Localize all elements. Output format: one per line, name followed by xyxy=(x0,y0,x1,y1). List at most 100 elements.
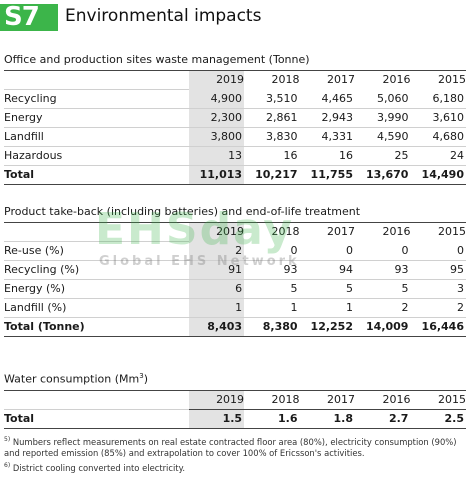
cell: 2 xyxy=(355,298,411,319)
cell: 93 xyxy=(244,260,300,281)
row-label: Energy xyxy=(4,108,189,129)
cell: 2,943 xyxy=(299,108,355,129)
cell: 2 xyxy=(410,298,466,319)
row-label: Recycling (%) xyxy=(4,260,189,281)
total-row: Total 1.5 1.6 1.8 2.7 2.5 xyxy=(4,408,466,429)
row-label: Energy (%) xyxy=(4,279,189,300)
cell: 1.6 xyxy=(244,408,300,429)
table-row: Landfill (%) 1 1 1 2 2 xyxy=(4,298,466,319)
row-label: Re-use (%) xyxy=(4,241,189,262)
takeback-table: 2019 2018 2017 2016 2015 Re-use (%) 2 0 … xyxy=(4,223,466,338)
cell: 4,680 xyxy=(410,127,466,148)
cell: 0 xyxy=(244,241,300,262)
row-label: Total xyxy=(4,165,189,186)
cell: 4,590 xyxy=(355,127,411,148)
year-header: 2016 xyxy=(382,225,411,239)
water-title-sup: 3 xyxy=(139,372,144,380)
footnote: 6) District cooling converted into elect… xyxy=(4,460,466,474)
cell: 5 xyxy=(244,279,300,300)
table-row: Hazardous 13 16 16 25 24 xyxy=(4,146,466,167)
year-header: 2019 xyxy=(188,223,245,242)
cell: 8,380 xyxy=(244,317,300,338)
cell: 8,403 xyxy=(188,317,245,338)
cell: 3,830 xyxy=(244,127,300,148)
water-table: 2019 2018 2017 2016 2015 Total 1.5 1.6 1… xyxy=(4,390,466,429)
cell: 3,610 xyxy=(410,108,466,129)
cell: 2,861 xyxy=(244,108,300,129)
waste-table: 2019 2018 2017 2016 2015 Recycling 4,900… xyxy=(4,71,466,186)
cell: 5,060 xyxy=(355,89,411,110)
cell: 4,465 xyxy=(299,89,355,110)
year-header: 2018 xyxy=(271,225,300,239)
year-header: 2017 xyxy=(327,73,355,87)
cell: 94 xyxy=(299,260,355,281)
row-label: Hazardous xyxy=(4,146,189,167)
footnote-mark: 6) xyxy=(4,461,11,469)
cell: 14,490 xyxy=(410,165,466,186)
table-row: Energy 2,300 2,861 2,943 3,990 3,610 xyxy=(4,108,466,129)
cell: 3 xyxy=(410,279,466,300)
cell: 1 xyxy=(299,298,355,319)
row-label: Landfill xyxy=(4,127,189,148)
cell: 5 xyxy=(299,279,355,300)
takeback-section: Product take-back (including batteries) … xyxy=(4,204,466,338)
cell: 11,755 xyxy=(299,165,355,186)
cell: 1 xyxy=(244,298,300,319)
cell: 0 xyxy=(410,241,466,262)
cell: 3,990 xyxy=(355,108,411,129)
cell: 3,510 xyxy=(244,89,300,110)
cell: 12,252 xyxy=(299,317,355,338)
year-header: 2018 xyxy=(271,73,300,87)
table-row: Recycling (%) 91 93 94 93 95 xyxy=(4,260,466,281)
cell: 10,217 xyxy=(244,165,300,186)
cell: 2,300 xyxy=(188,108,245,129)
cell: 2.5 xyxy=(410,408,466,429)
cell: 11,013 xyxy=(188,165,245,186)
cell: 1 xyxy=(188,298,245,319)
cell: 91 xyxy=(188,260,245,281)
takeback-title: Product take-back (including batteries) … xyxy=(4,204,466,223)
cell: 13 xyxy=(188,146,245,167)
table-row: Recycling 4,900 3,510 4,465 5,060 6,180 xyxy=(4,89,466,110)
year-header: 2015 xyxy=(438,392,466,406)
cell: 6 xyxy=(188,279,245,300)
year-header: 2015 xyxy=(438,73,466,87)
cell: 16 xyxy=(244,146,300,167)
cell: 14,009 xyxy=(355,317,411,338)
waste-title: Office and production sites waste manage… xyxy=(4,52,466,71)
waste-header-row: 2019 2018 2017 2016 2015 xyxy=(4,71,466,91)
total-row: Total 11,013 10,217 11,755 13,670 14,490 xyxy=(4,165,466,186)
cell: 5 xyxy=(355,279,411,300)
cell: 1.8 xyxy=(299,408,355,429)
footnotes: 5) Numbers reflect measurements on real … xyxy=(4,434,466,474)
table-row: Energy (%) 6 5 5 5 3 xyxy=(4,279,466,300)
footnote-text: Numbers reflect measurements on real est… xyxy=(4,436,457,459)
year-header: 2017 xyxy=(327,225,355,239)
cell: 13,670 xyxy=(355,165,411,186)
cell: 6,180 xyxy=(410,89,466,110)
total-row: Total (Tonne) 8,403 8,380 12,252 14,009 … xyxy=(4,317,466,338)
row-label: Recycling xyxy=(4,89,189,110)
year-header: 2016 xyxy=(382,73,411,87)
table-row: Re-use (%) 2 0 0 0 0 xyxy=(4,241,466,262)
row-label: Landfill (%) xyxy=(4,298,189,319)
water-title-text: Water consumption (Mm xyxy=(4,372,140,386)
footnote-text: District cooling converted into electric… xyxy=(12,462,186,473)
footnote-mark: 5) xyxy=(4,436,11,443)
water-header-row: 2019 2018 2017 2016 2015 xyxy=(4,390,466,410)
table-row: Landfill 3,800 3,830 4,331 4,590 4,680 xyxy=(4,127,466,148)
cell: 2 xyxy=(188,241,245,262)
cell: 95 xyxy=(410,260,466,281)
page-title: Environmental impacts xyxy=(65,6,262,26)
cell: 25 xyxy=(355,146,411,167)
cell: 16,446 xyxy=(410,317,466,338)
year-header: 2019 xyxy=(188,390,245,410)
section-badge: S7 xyxy=(0,4,58,31)
cell: 4,331 xyxy=(299,127,355,148)
water-title: Water consumption (Mm3) xyxy=(4,368,466,391)
year-header: 2017 xyxy=(327,392,355,406)
year-header: 2015 xyxy=(438,225,466,239)
year-header: 2019 xyxy=(188,71,245,90)
row-label: Total xyxy=(4,408,189,429)
cell: 4,900 xyxy=(188,89,245,110)
